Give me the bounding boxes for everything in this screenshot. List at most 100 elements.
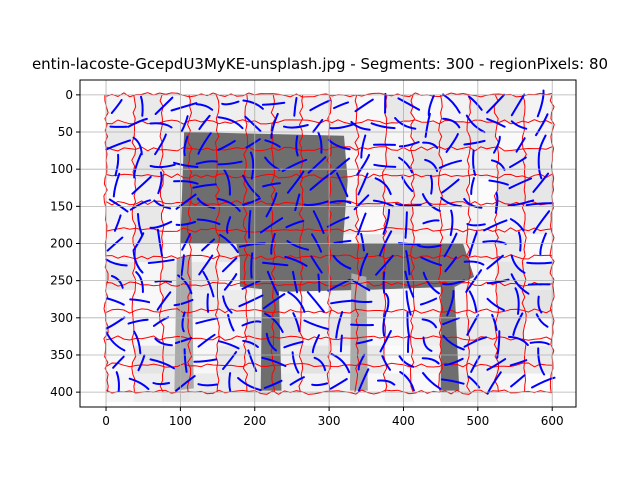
orientation-stroke	[197, 132, 212, 155]
background-segment	[301, 373, 330, 402]
x-tick-label: 600	[541, 414, 564, 428]
orientation-stroke	[429, 174, 434, 195]
orientation-stroke	[401, 176, 414, 193]
orientation-stroke	[508, 177, 533, 190]
orientation-stroke	[470, 177, 475, 195]
y-tick-label: 350	[50, 348, 73, 362]
y-axis: 0 50 100 150 200 250 300 350 400	[50, 88, 80, 399]
orientation-stroke	[421, 357, 440, 365]
orientation-stroke	[248, 210, 252, 239]
orientation-stroke	[375, 254, 394, 276]
orientation-stroke	[173, 161, 199, 168]
orientation-stroke	[507, 199, 535, 207]
orientation-stroke	[219, 233, 239, 254]
orientation-stroke	[105, 331, 126, 352]
orientation-stroke	[287, 291, 306, 313]
orientation-stroke	[444, 256, 458, 273]
orientation-stroke	[183, 348, 188, 373]
background-segment	[217, 289, 246, 319]
orientation-stroke	[463, 336, 487, 348]
orientation-stroke	[336, 172, 349, 198]
orientation-stroke	[197, 383, 218, 387]
background-segment	[301, 289, 330, 319]
orientation-stroke	[310, 255, 323, 274]
orientation-stroke	[222, 295, 233, 314]
orientation-stroke	[286, 240, 309, 251]
orientation-stroke	[330, 299, 354, 305]
orientation-stroke	[292, 312, 301, 333]
orientation-stroke	[283, 124, 309, 129]
orientation-stroke	[206, 293, 210, 313]
orientation-stroke	[468, 230, 479, 257]
orientation-stroke	[175, 193, 197, 210]
x-tick-label: 400	[392, 414, 415, 428]
orientation-stroke	[356, 153, 371, 176]
orientation-stroke	[445, 133, 459, 153]
x-tick-label: 0	[102, 414, 110, 428]
y-tick-label: 0	[65, 88, 73, 102]
orientation-stroke	[510, 120, 528, 130]
background-segment	[189, 373, 219, 402]
orientation-stroke	[129, 298, 151, 304]
orientation-stroke	[468, 290, 478, 313]
orientation-stroke	[350, 299, 373, 303]
orientation-stroke	[195, 103, 214, 111]
orientation-stroke	[422, 372, 442, 390]
orientation-stroke	[133, 330, 142, 355]
orientation-stroke	[512, 312, 524, 336]
y-tick-label: 250	[50, 274, 73, 288]
orientation-stroke	[262, 182, 281, 188]
orientation-stroke	[508, 335, 529, 346]
orientation-stroke	[536, 89, 545, 118]
orientation-stroke	[154, 337, 173, 347]
orientation-stroke	[405, 250, 411, 276]
orientation-stroke	[170, 102, 198, 112]
orientation-stroke	[132, 249, 144, 274]
orientation-stroke	[419, 297, 438, 306]
region-back-left-leg	[349, 273, 368, 391]
orientation-stroke	[128, 377, 150, 390]
orientation-stroke	[129, 199, 151, 211]
background-segment	[468, 373, 497, 402]
background-segment	[412, 150, 442, 179]
orientation-stroke	[382, 208, 391, 235]
orientation-stroke	[406, 311, 411, 338]
orientation-stroke	[359, 252, 369, 277]
orientation-stroke	[285, 220, 305, 229]
orientation-stroke	[153, 199, 172, 210]
orientation-stroke	[494, 191, 499, 214]
orientation-stroke	[227, 314, 235, 332]
background-segment	[217, 94, 246, 124]
orientation-stroke	[133, 153, 142, 179]
orientation-stroke	[241, 279, 261, 290]
orientation-stroke	[105, 316, 126, 330]
orientation-stroke	[140, 95, 144, 117]
background-segment	[440, 122, 470, 152]
background-segment	[106, 262, 135, 291]
background-segment	[524, 94, 553, 124]
background-segment	[357, 206, 386, 235]
background-segment	[301, 94, 330, 124]
orientation-stroke	[421, 318, 438, 329]
background-segment	[106, 178, 135, 207]
orientation-stroke	[106, 297, 125, 306]
orientation-stroke	[307, 156, 327, 174]
region-back	[180, 132, 348, 259]
orientation-stroke	[470, 355, 481, 373]
orientation-stroke	[441, 178, 460, 194]
orientation-stroke	[312, 118, 324, 133]
orientation-stroke	[537, 151, 543, 180]
orientation-stroke	[262, 261, 289, 267]
orientation-stroke	[247, 349, 258, 372]
orientation-stroke	[198, 254, 214, 276]
y-tick-label: 50	[58, 125, 73, 139]
orientation-stroke	[312, 210, 325, 234]
orientation-stroke	[177, 274, 193, 295]
orientation-stroke	[262, 293, 286, 310]
orientation-stroke	[488, 179, 509, 186]
orientation-stroke	[514, 287, 520, 315]
orientation-stroke	[108, 198, 129, 213]
orientation-stroke	[357, 172, 369, 196]
orientation-stroke	[510, 374, 526, 388]
orientation-stroke	[286, 170, 305, 194]
